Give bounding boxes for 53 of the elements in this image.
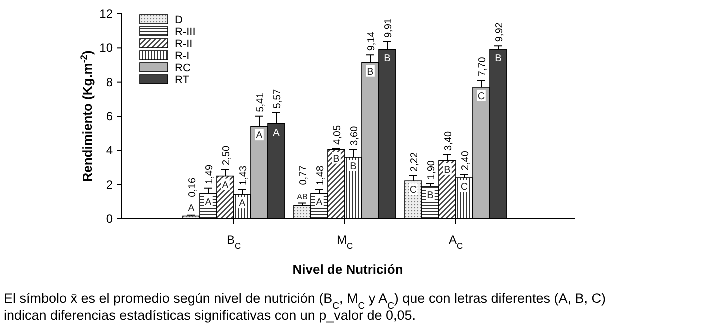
legend-label: RC	[175, 62, 191, 74]
data-label: 0,77	[298, 165, 310, 186]
data-label: 9,14	[366, 31, 378, 52]
annotation: B	[427, 190, 434, 202]
y-tick-label: 6	[106, 110, 114, 124]
data-label: 2,40	[460, 150, 472, 171]
x-tick-label: B$_{C}$	[226, 233, 242, 251]
annotation: B	[367, 66, 374, 78]
annotation: B	[444, 164, 452, 176]
annotation: B	[333, 154, 340, 165]
y-tick-label: 8	[106, 75, 114, 90]
data-label: 5,57	[272, 88, 284, 109]
annotation: A	[316, 198, 324, 209]
x-tick-label: M$_{C}$	[336, 233, 354, 251]
annotation: A	[273, 128, 280, 139]
y-tick-label: 0	[106, 212, 114, 226]
y-tick-label: 10	[100, 41, 114, 56]
data-label: 2,50	[222, 146, 232, 166]
x-tick-label: A$_{C}$	[448, 233, 464, 251]
data-label: 1,48	[316, 166, 326, 186]
legend-label: R-I	[175, 50, 190, 62]
annotation: A	[222, 180, 230, 192]
data-label: 1,43	[238, 166, 250, 186]
annotation: B	[384, 54, 392, 65]
annotation: A	[188, 203, 196, 214]
data-label: 0,16	[188, 178, 198, 198]
annotation: B	[350, 162, 358, 172]
legend-label: R-III	[175, 26, 196, 38]
y-tick-label: 2	[106, 178, 114, 192]
annotation: B	[495, 54, 502, 65]
annotation: A	[239, 198, 246, 210]
data-label: 3,40	[444, 131, 454, 151]
data-label: 1,49	[204, 164, 216, 184]
y-tick-label: 12	[100, 7, 114, 21]
annotation: C	[478, 91, 486, 102]
annotation: C	[410, 185, 418, 196]
x-axis-title: Nivel de Nutrición	[292, 262, 404, 277]
data-label: 7,70	[478, 56, 488, 77]
legend-label: D	[175, 14, 183, 26]
data-label: 9,92	[494, 22, 506, 42]
annotation: C	[460, 182, 468, 193]
data-label: 2,22	[410, 152, 420, 172]
data-label: 1,90	[426, 160, 438, 180]
data-label: 9,91	[384, 18, 394, 38]
annotation: AB	[297, 192, 308, 202]
annotation: A	[256, 130, 264, 142]
legend-label: R-II	[175, 38, 193, 50]
data-label: 5,41	[256, 92, 266, 112]
data-label: 4,05	[332, 125, 344, 145]
y-tick-label: 4	[106, 144, 114, 158]
legend-label: RT	[175, 74, 190, 86]
annotation: A	[205, 198, 212, 209]
data-label: 3,60	[350, 126, 360, 146]
